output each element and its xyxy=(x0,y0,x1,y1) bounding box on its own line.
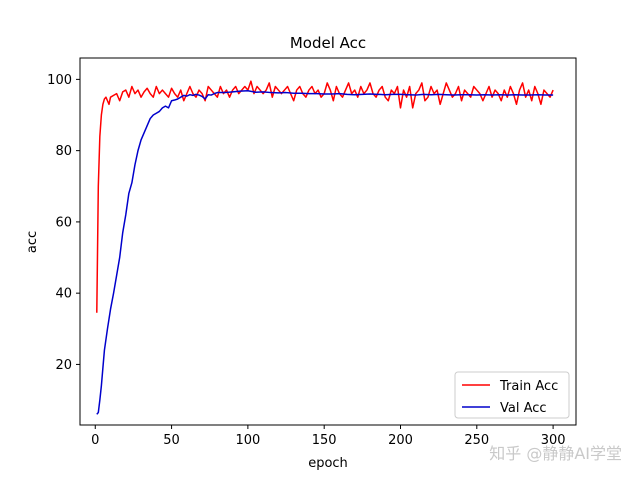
series-line-val-acc xyxy=(96,90,554,415)
series-line-train-acc xyxy=(96,80,554,313)
watermark: 知乎 @静静AI学堂 xyxy=(489,444,622,463)
chart-title: Model Acc xyxy=(290,34,366,52)
y-tick-label: 100 xyxy=(47,73,72,88)
x-tick-label: 100 xyxy=(235,433,260,448)
y-tick-label: 40 xyxy=(55,287,72,302)
series-lines xyxy=(96,80,554,415)
x-axis-label: epoch xyxy=(308,456,348,471)
y-tick-label: 80 xyxy=(55,144,72,159)
legend-label-val: Val Acc xyxy=(500,401,547,416)
y-tick-label: 20 xyxy=(55,358,72,373)
x-tick-label: 250 xyxy=(464,433,489,448)
legend: Train Acc Val Acc xyxy=(454,371,570,419)
legend-label-train: Train Acc xyxy=(499,379,558,394)
y-tick-label: 60 xyxy=(55,215,72,230)
y-axis-label: acc xyxy=(25,231,40,253)
x-tick-label: 200 xyxy=(388,433,413,448)
axis-ticks: 0 50 100 150 200 250 300 20 40 60 80 100 xyxy=(47,73,565,448)
x-tick-label: 0 xyxy=(91,433,99,448)
x-tick-label: 300 xyxy=(541,433,566,448)
plot-area xyxy=(79,57,577,426)
x-tick-label: 50 xyxy=(163,433,180,448)
x-tick-label: 150 xyxy=(312,433,337,448)
